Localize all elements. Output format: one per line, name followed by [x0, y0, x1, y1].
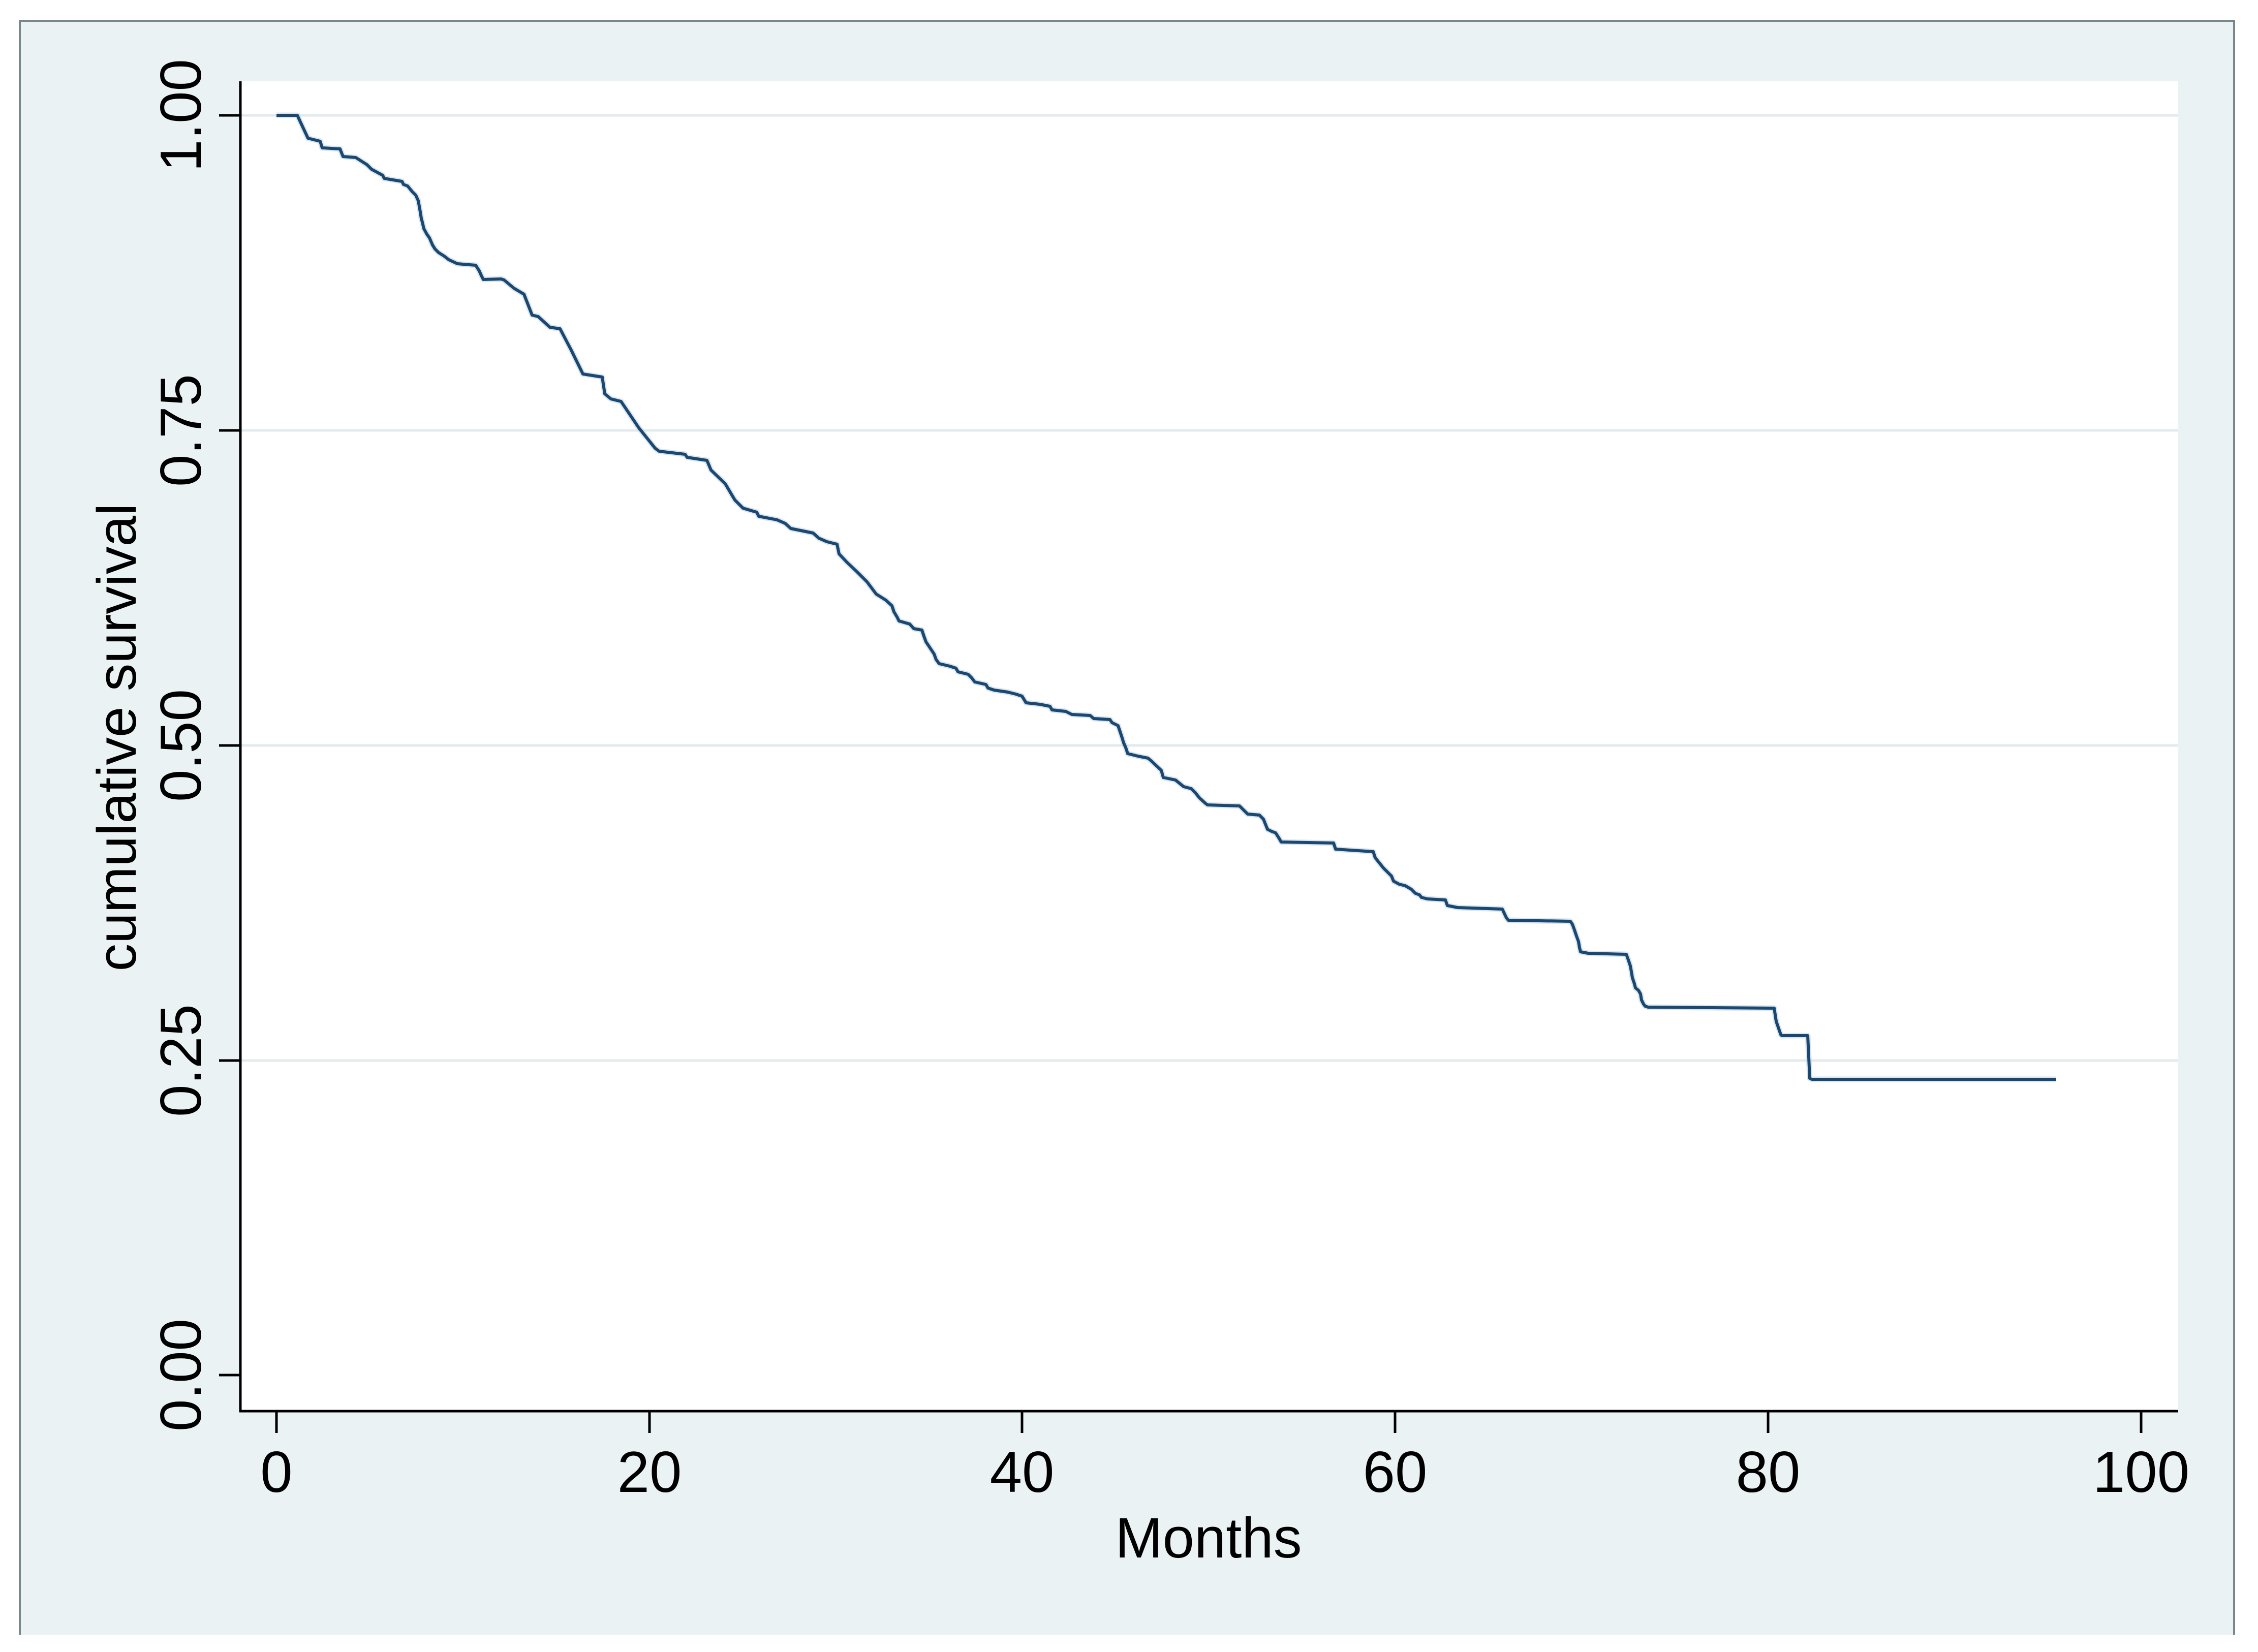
svg-text:60: 60 [1363, 1440, 1428, 1505]
svg-text:0.75: 0.75 [149, 374, 213, 487]
svg-text:0.00: 0.00 [149, 1319, 213, 1431]
svg-text:0.50: 0.50 [149, 689, 213, 802]
svg-text:Months: Months [1115, 1506, 1302, 1570]
svg-text:0: 0 [260, 1440, 292, 1505]
svg-text:0.25: 0.25 [149, 1004, 213, 1117]
svg-text:40: 40 [990, 1440, 1055, 1505]
svg-text:100: 100 [2093, 1440, 2189, 1505]
svg-text:1.00: 1.00 [149, 59, 213, 172]
svg-text:20: 20 [617, 1440, 682, 1505]
svg-text:cumulative survival: cumulative survival [86, 504, 148, 972]
svg-text:80: 80 [1736, 1440, 1801, 1505]
